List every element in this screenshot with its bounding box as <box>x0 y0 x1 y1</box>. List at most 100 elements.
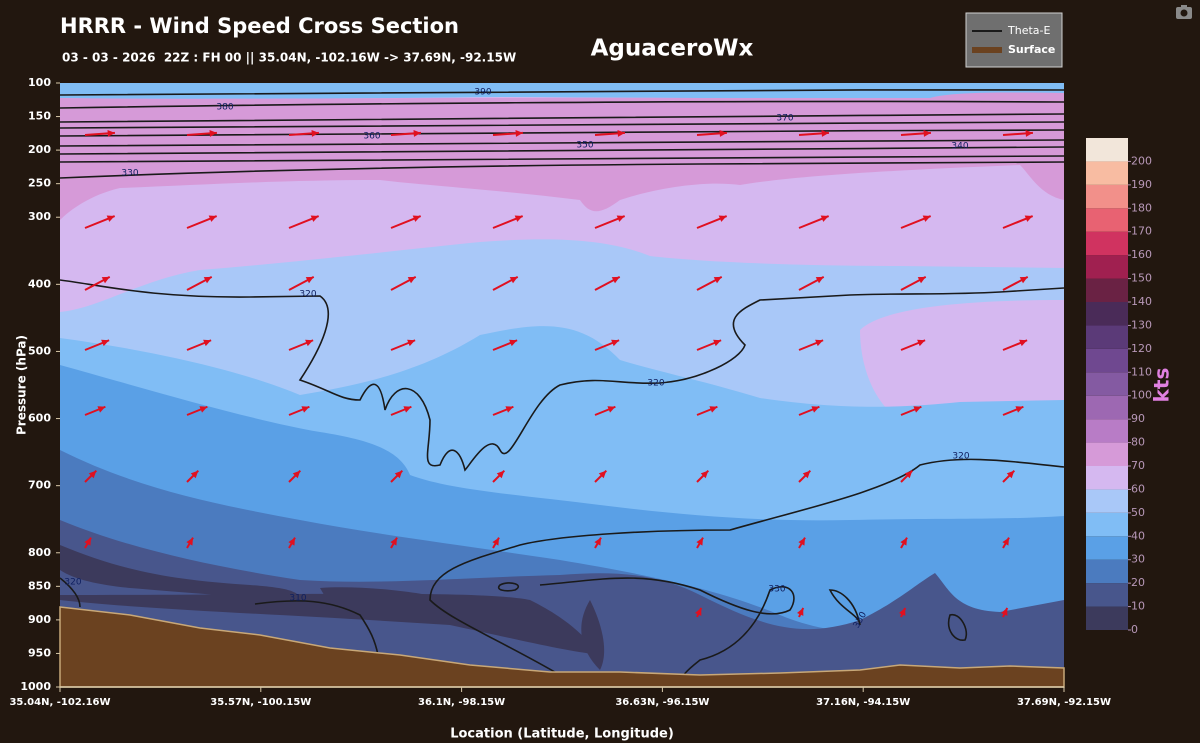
colorbar-band <box>1086 606 1128 630</box>
colorbar-tick-label: 150 <box>1131 272 1152 285</box>
colorbar-tick-label: 60 <box>1131 482 1145 495</box>
wind-arrow-head <box>514 215 523 222</box>
contour-label: 320 <box>299 290 316 300</box>
wind-arrow-head <box>509 276 518 284</box>
colorbar-tick-label: 200 <box>1131 154 1152 167</box>
terrain <box>59 606 1065 688</box>
colorbar-band <box>1086 559 1128 584</box>
wind-arrow-head <box>1002 537 1009 546</box>
wind-arrow-head <box>713 276 722 284</box>
wind-arrow-head <box>899 607 906 616</box>
wind-arrow-head <box>190 470 199 479</box>
y-tick-label: 800 <box>28 546 51 559</box>
wind-arrow-head <box>713 339 722 347</box>
colorbar-tick-label: 20 <box>1131 576 1145 589</box>
wind-arrow-head <box>186 537 193 546</box>
x-tick-label: 37.16N, -94.15W <box>816 697 910 708</box>
wind-arrow-head <box>923 129 931 137</box>
colorbar-band <box>1086 255 1128 279</box>
y-tick-label: 150 <box>28 110 51 123</box>
colorbar-tick-label: 140 <box>1131 295 1152 308</box>
wind-arrow-head <box>203 339 212 347</box>
wind-arrow-head <box>696 537 703 546</box>
wind-arrow-head <box>390 537 397 546</box>
wind-arrow-head <box>305 339 314 347</box>
contour-label: 320 <box>64 578 81 588</box>
y-tick-label: 1000 <box>20 680 51 693</box>
colorbar-tick-label: 40 <box>1131 529 1145 542</box>
x-tick-label: 35.57N, -100.15W <box>210 697 311 708</box>
wind-arrow-head <box>1025 129 1033 137</box>
colorbar-band <box>1086 512 1128 537</box>
y-tick-label: 400 <box>28 277 51 290</box>
wind-arrow-head <box>101 276 110 284</box>
wind-arrow-head <box>719 129 727 137</box>
theta-e-contours <box>60 89 1064 687</box>
contour-label: 350 <box>576 141 593 151</box>
colorbar-band <box>1086 466 1128 490</box>
camera-icon[interactable] <box>1176 5 1192 19</box>
wind-arrow-head <box>209 129 217 137</box>
wind-arrow-head <box>802 470 811 479</box>
brand: AguaceroWx <box>591 36 754 62</box>
wind-arrow-head <box>695 607 702 616</box>
legend-label: Theta-E <box>1007 24 1050 37</box>
wind-arrow-head <box>1024 215 1033 222</box>
wind-arrow-head <box>407 276 416 284</box>
wind-arrow-head <box>917 276 926 284</box>
wind-arrow-head <box>607 406 616 413</box>
wind-arrow-head <box>106 215 115 222</box>
y-tick-label: 100 <box>28 76 51 89</box>
colorbar-tick-label: 0 <box>1131 623 1138 636</box>
x-axis-title: Location (Latitude, Longitude) <box>450 727 674 742</box>
colorbar-title: kts <box>1150 368 1174 403</box>
colorbar-tick-label: 100 <box>1131 389 1152 402</box>
wind-arrow-head <box>311 129 319 137</box>
wind-arrow-head <box>407 339 416 347</box>
contour-label: 380 <box>216 103 233 113</box>
y-tick-label: 250 <box>28 177 51 190</box>
wind-arrow-head <box>288 537 295 546</box>
wind-arrow-head <box>515 129 523 137</box>
colorbar-tick-label: 10 <box>1131 600 1145 613</box>
wind-arrow-head <box>598 470 607 479</box>
colorbar-tick-label: 80 <box>1131 436 1145 449</box>
contour-label: 370 <box>776 114 793 124</box>
y-tick-label: 700 <box>28 479 51 492</box>
colorbar-band <box>1086 325 1128 349</box>
contour-label: 340 <box>951 142 968 152</box>
chart-title: HRRR - Wind Speed Cross Section <box>60 14 459 38</box>
colorbar-band <box>1086 278 1128 302</box>
contour-label: 330 <box>768 585 785 595</box>
y-axis-title: Pressure (hPa) <box>15 335 29 435</box>
wind-arrow-head <box>594 537 601 546</box>
colorbar-band <box>1086 302 1128 326</box>
wind-arrow-head <box>1006 470 1015 479</box>
wind-arrow-head <box>815 339 824 347</box>
wind-arrow-head <box>815 276 824 284</box>
y-tick-label: 600 <box>28 412 51 425</box>
wind-arrow-head <box>821 129 829 137</box>
wind-arrow-head <box>900 537 907 546</box>
wind-arrow-head <box>305 276 314 284</box>
y-tick-label: 200 <box>28 143 51 156</box>
colorbar-tick-label: 30 <box>1131 553 1145 566</box>
colorbar-tick-label: 180 <box>1131 201 1152 214</box>
contour-label: 320 <box>647 379 664 389</box>
x-tick-label: 36.63N, -96.15W <box>615 697 709 708</box>
colorbar-band <box>1086 138 1128 162</box>
wind-arrow-head <box>611 339 620 347</box>
wind-arrow-head <box>617 129 625 137</box>
colorbar-band <box>1086 208 1128 232</box>
wind-arrow-head <box>310 215 319 222</box>
wind-arrow-head <box>1019 339 1028 347</box>
wind-arrow-head <box>208 215 217 222</box>
contour-label: 320 <box>952 452 969 462</box>
legend-box <box>965 12 1063 68</box>
wind-arrow-head <box>492 537 499 546</box>
colorbar-band <box>1086 372 1128 396</box>
wind-arrow-head <box>798 537 805 546</box>
wind-arrow-head <box>820 215 829 222</box>
wind-arrow-head <box>97 406 106 413</box>
